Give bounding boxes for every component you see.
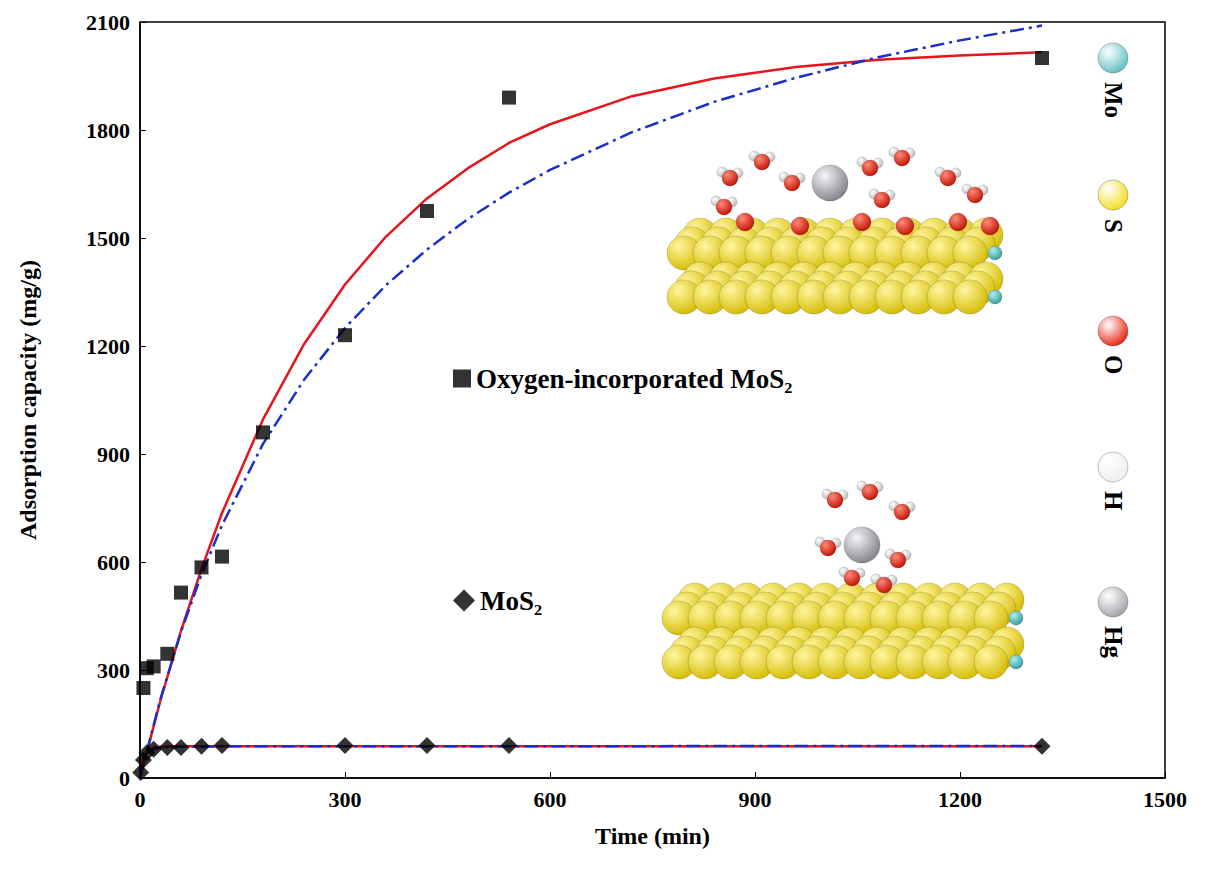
svg-text:1800: 1800 <box>86 118 130 143</box>
svg-text:600: 600 <box>97 550 130 575</box>
svg-text:900: 900 <box>739 787 772 812</box>
svg-text:Time (min): Time (min) <box>595 823 710 849</box>
svg-text:900: 900 <box>97 442 130 467</box>
svg-text:0: 0 <box>135 787 146 812</box>
svg-text:1500: 1500 <box>1143 787 1187 812</box>
svg-text:1500: 1500 <box>86 226 130 251</box>
svg-text:1200: 1200 <box>86 334 130 359</box>
svg-text:MoS₂: MoS₂ <box>480 586 542 616</box>
svg-text:S: S <box>1100 219 1127 233</box>
svg-text:300: 300 <box>97 658 130 683</box>
svg-text:2100: 2100 <box>86 10 130 35</box>
svg-text:0: 0 <box>119 766 130 791</box>
svg-text:O: O <box>1100 355 1127 374</box>
svg-text:600: 600 <box>534 787 567 812</box>
svg-text:H: H <box>1100 491 1127 511</box>
svg-text:Hg: Hg <box>1100 626 1127 658</box>
svg-text:1200: 1200 <box>938 787 982 812</box>
svg-text:Adsorption capacity (mg/g): Adsorption capacity (mg/g) <box>15 260 41 540</box>
svg-text:Mo: Mo <box>1100 82 1127 118</box>
svg-text:300: 300 <box>329 787 362 812</box>
svg-text:Oxygen-incorporated MoS₂: Oxygen-incorporated MoS₂ <box>476 364 792 394</box>
